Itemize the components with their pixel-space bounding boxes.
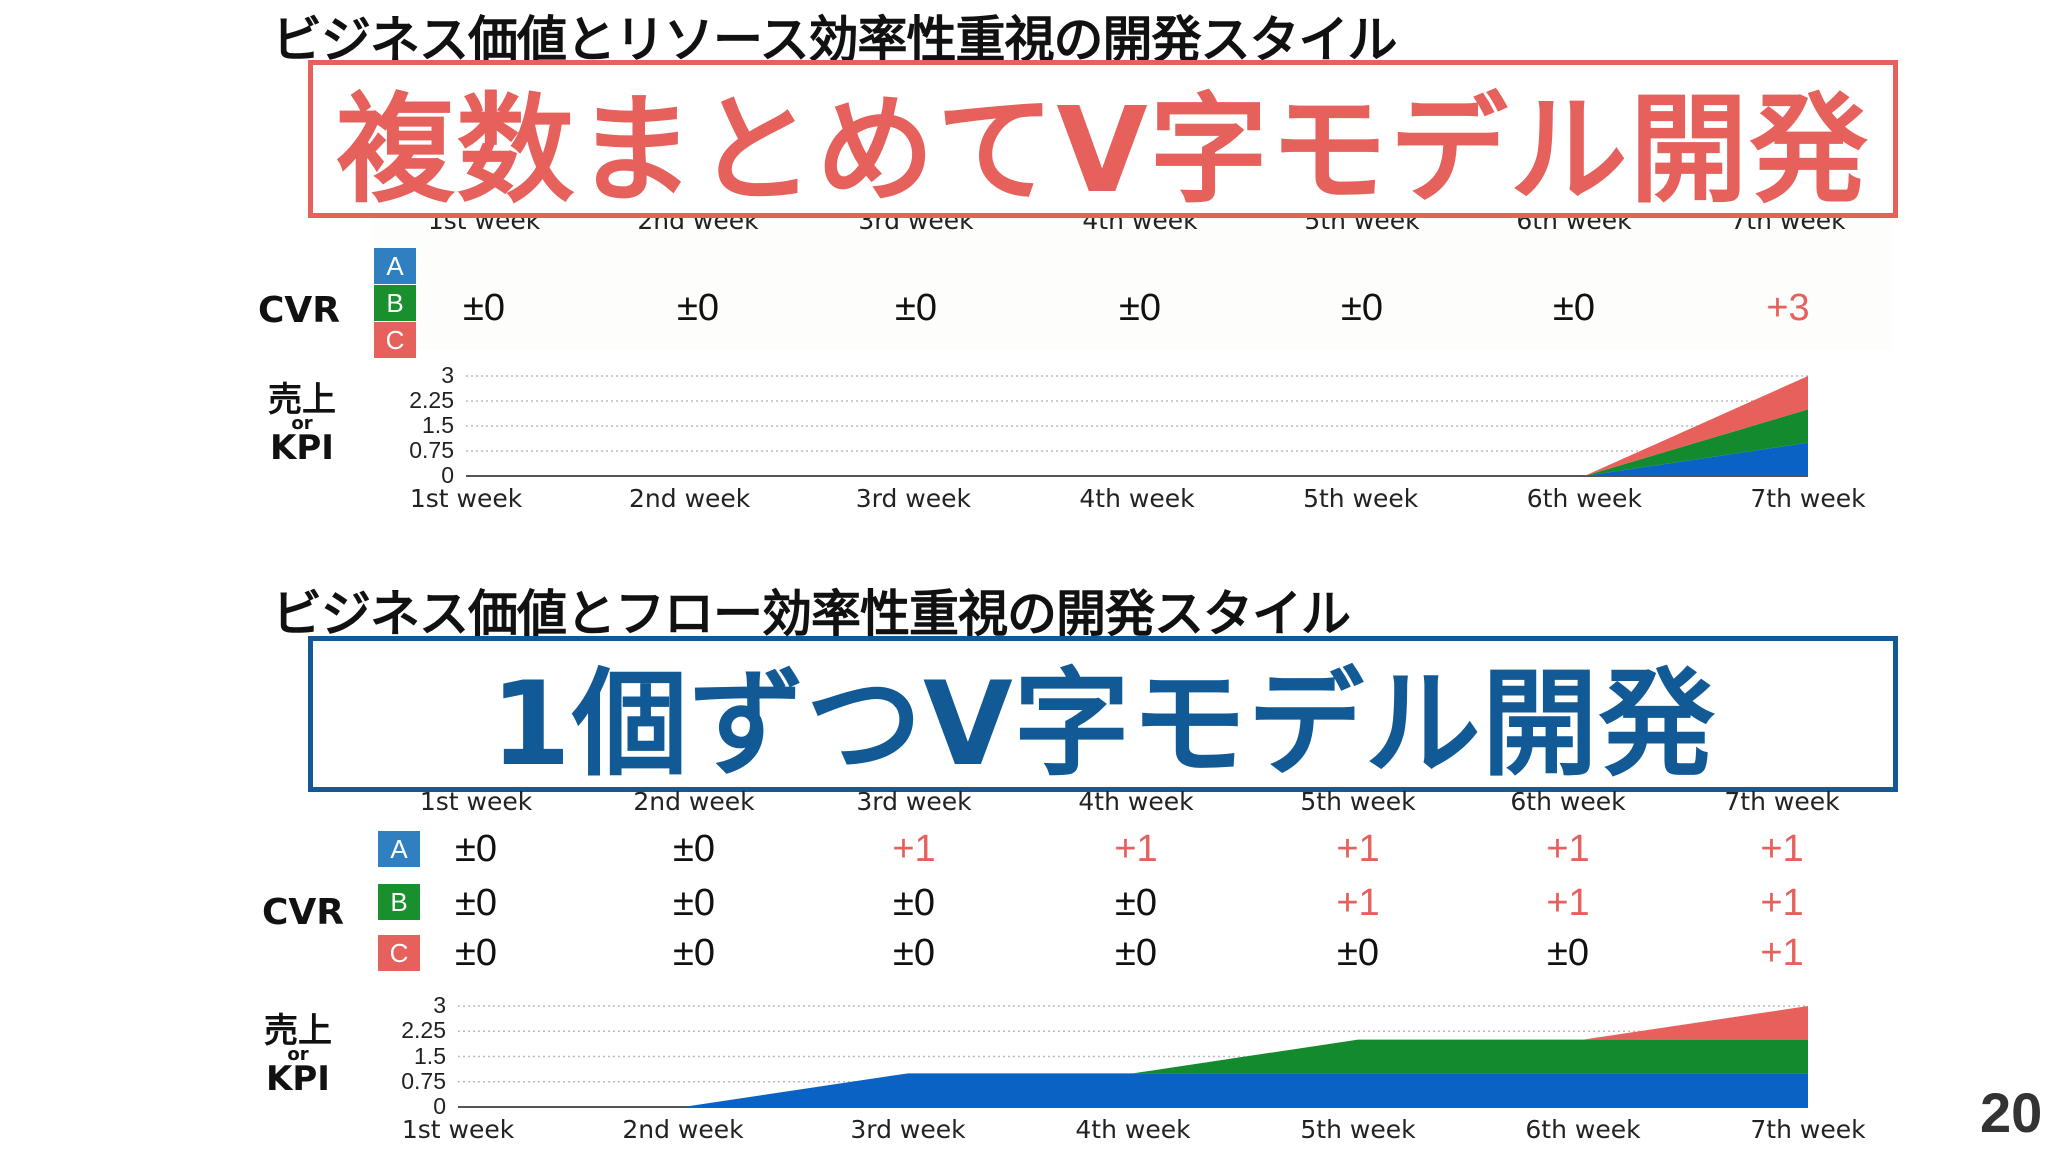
y-tick-1: 2.25 [401,1017,446,1044]
top-badge-c: C [374,322,416,358]
y-tick-0: 3 [441,362,454,388]
top-banner: 複数まとめてV字モデル開発 [308,60,1898,219]
y-tick-4: 0 [441,462,454,488]
top-cvr-label: CVR [258,290,341,331]
bottom-cvr-c-value-5: ±0 [1337,932,1379,974]
top-cvr-value-2: ±0 [677,287,719,329]
bottom-subtitle: ビジネス価値とフロー効率性重視の開発スタイル [272,585,1351,643]
x-tick-3: 3rd week [855,484,971,513]
top-cvr-value-3: ±0 [895,287,937,329]
bottom-cvr-b-value-1: ±0 [455,882,497,924]
area-series-b [458,1039,1808,1107]
bottom-week-label-2: 2nd week [633,787,755,816]
bottom-cvr-a-value-4: +1 [1114,828,1158,870]
y-tick-4: 0 [433,1093,446,1119]
bottom-badge-b: B [378,884,420,920]
bottom-week-label-6: 6th week [1510,787,1626,816]
bottom-cvr-a-value-6: +1 [1546,828,1590,870]
top-cvr-value-5: ±0 [1341,287,1383,329]
bottom-cvr-b-value-5: +1 [1336,882,1380,924]
x-tick-4: 4th week [1075,1115,1191,1144]
bottom-week-label-7: 7th week [1724,787,1840,816]
top-banner-text: 複数まとめてV字モデル開発 [336,80,1870,219]
bottom-cvr-a-value-5: +1 [1336,828,1380,870]
bottom-cvr-c-value-1: ±0 [455,932,497,974]
bottom-cvr-a-value-7: +1 [1760,828,1804,870]
top-badge-a: A [374,248,416,284]
x-tick-4: 4th week [1079,484,1195,513]
bottom-cvr-c-value-2: ±0 [673,932,715,974]
top-kpi-line2: or [291,413,313,434]
bottom-banner-text: 1個ずつV字モデル開発 [490,657,1716,792]
bottom-cvr-a-value-1: ±0 [455,828,497,870]
bottom-cvr-c-value-4: ±0 [1115,932,1157,974]
bottom-week-label-1: 1st week [419,787,533,816]
y-tick-3: 0.75 [401,1067,446,1094]
x-tick-7: 7th week [1750,484,1866,513]
bottom-cvr-a-value-3: +1 [892,828,936,870]
x-tick-2: 2nd week [629,484,751,513]
bottom-badge-a: A [378,831,420,867]
y-tick-2: 1.5 [422,412,454,438]
page-number: 20 [1980,1081,2043,1144]
bottom-cvr-b-value-4: ±0 [1115,882,1157,924]
top-cvr-value-4: ±0 [1119,287,1161,329]
area-series-a [458,1073,1808,1107]
top-cvr-value-7: +3 [1766,287,1810,329]
x-tick-3: 3rd week [850,1115,966,1144]
x-tick-1: 1st week [409,484,523,513]
x-tick-6: 6th week [1525,1115,1641,1144]
bottom-banner: 1個ずつV字モデル開発 [308,636,1898,792]
y-tick-3: 0.75 [409,437,454,463]
top-cvr-panel [372,210,1892,350]
y-tick-0: 3 [433,992,446,1018]
top-subtitle: ビジネス価値とリソース効率性重視の開発スタイル [272,11,1397,69]
top-badge-b: B [374,285,416,321]
bottom-cvr-c-value-7: +1 [1760,932,1804,974]
y-tick-2: 1.5 [414,1042,446,1069]
bottom-cvr-c-value-3: ±0 [893,932,935,974]
bottom-week-label-4: 4th week [1078,787,1194,816]
bottom-kpi-label: 売上 or KPI [258,1014,338,1096]
top-kpi-label: 売上 or KPI [262,383,342,465]
bottom-kpi-line2: or [287,1044,309,1065]
x-tick-2: 2nd week [622,1115,744,1144]
top-cvr-value-1: ±0 [463,287,505,329]
x-tick-5: 5th week [1300,1115,1416,1144]
bottom-cvr-b-value-3: ±0 [893,882,935,924]
area-series-a [466,442,1808,476]
bottom-week-label-3: 3rd week [856,787,972,816]
bottom-cvr-b-value-2: ±0 [673,882,715,924]
bottom-badge-c: C [378,935,420,971]
x-tick-1: 1st week [401,1115,515,1144]
y-tick-1: 2.25 [409,387,454,413]
bottom-cvr-b-value-6: +1 [1546,882,1590,924]
top-kpi-line1: 売上 [268,380,336,420]
bottom-cvr-b-value-7: +1 [1760,882,1804,924]
bottom-kpi-line3: KPI [266,1059,330,1099]
x-tick-7: 7th week [1750,1115,1866,1144]
top-kpi-line3: KPI [270,428,334,468]
bottom-cvr-a-value-2: ±0 [673,828,715,870]
bottom-cvr-label: CVR [262,892,345,933]
bottom-week-label-5: 5th week [1300,787,1416,816]
top-cvr-value-6: ±0 [1553,287,1595,329]
bottom-cvr-c-value-6: ±0 [1547,932,1589,974]
x-tick-6: 6th week [1526,484,1642,513]
bottom-kpi-line1: 売上 [264,1011,332,1051]
x-tick-5: 5th week [1303,484,1419,513]
